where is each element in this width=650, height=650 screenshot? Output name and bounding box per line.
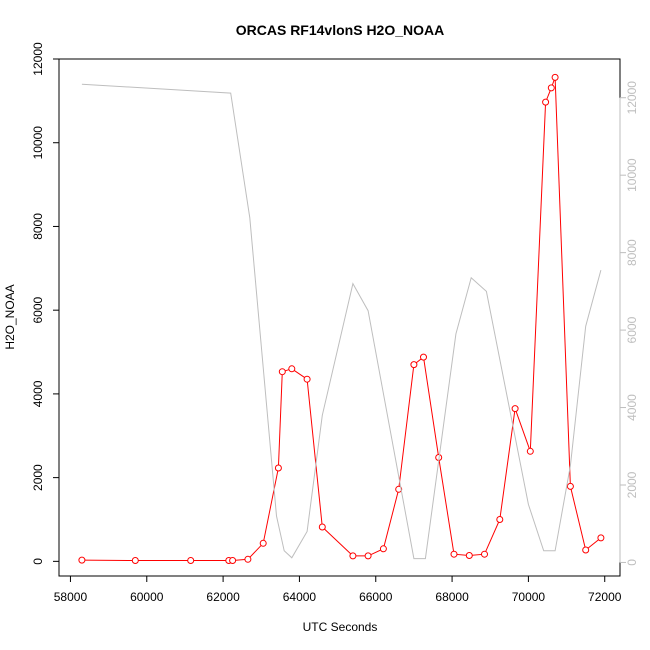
- data-point: [278, 368, 286, 376]
- data-point: [274, 464, 282, 472]
- data-point: [465, 552, 473, 559]
- y-tick-label: 8000: [31, 213, 45, 240]
- data-point: [78, 556, 86, 564]
- x-tick-label: 58000: [54, 590, 88, 604]
- x-tick-label: 62000: [206, 590, 240, 604]
- data-point: [450, 550, 458, 558]
- series-1-line: [81, 77, 602, 561]
- data-point: [288, 365, 296, 373]
- y2-tick-label: 6000: [625, 316, 639, 343]
- data-point: [551, 73, 559, 81]
- axes: 58000 60000 62000 64000 66000 68000 70000 72000…: [31, 42, 639, 604]
- y2-tick-label: 10000: [625, 158, 639, 192]
- series-layer: [78, 73, 605, 564]
- chart-title: ORCAS RF14vlonS H2O_NOAA: [236, 22, 444, 38]
- data-point: [511, 405, 519, 413]
- data-point: [582, 546, 590, 554]
- data-point: [547, 84, 555, 92]
- data-point: [131, 557, 139, 564]
- data-point: [229, 557, 237, 564]
- data-point: [244, 555, 252, 563]
- data-point: [420, 353, 427, 361]
- y2-tick-label: 4000: [625, 394, 639, 421]
- y2-tick-label: 2000: [625, 471, 639, 498]
- data-point: [496, 516, 504, 523]
- series-2-line: [81, 83, 602, 560]
- y2-tick-label: 8000: [625, 239, 639, 266]
- y-axis-label: H2O_NOAA: [3, 284, 17, 349]
- data-point: [395, 485, 403, 493]
- data-point: [542, 98, 550, 106]
- data-point: [481, 550, 488, 558]
- data-point: [566, 482, 574, 490]
- data-point: [187, 557, 195, 564]
- x-axis-label: UTC Seconds: [303, 620, 378, 634]
- data-point: [597, 534, 605, 542]
- x-tick-label: 68000: [435, 590, 469, 604]
- data-point: [526, 447, 534, 455]
- y-tick-label: 2000: [31, 464, 45, 491]
- x-tick-label: 70000: [512, 590, 546, 604]
- data-point: [410, 361, 418, 369]
- data-point: [303, 375, 311, 383]
- data-point: [379, 545, 387, 553]
- y2-tick-label: 12000: [625, 81, 639, 115]
- y-tick-label: 10000: [31, 126, 45, 160]
- data-point: [259, 539, 267, 547]
- data-point: [349, 552, 357, 560]
- x-tick-label: 72000: [588, 590, 622, 604]
- y-tick-label: 0: [31, 558, 45, 565]
- y-tick-label: 12000: [31, 42, 45, 76]
- x-tick-label: 60000: [130, 590, 164, 604]
- x-tick-label: 66000: [359, 590, 393, 604]
- y2-tick-label: 0: [625, 559, 639, 566]
- y-tick-label: 4000: [31, 380, 45, 407]
- x-tick-label: 64000: [283, 590, 317, 604]
- data-point: [318, 523, 326, 531]
- data-point: [364, 552, 372, 560]
- y-tick-label: 6000: [31, 297, 45, 324]
